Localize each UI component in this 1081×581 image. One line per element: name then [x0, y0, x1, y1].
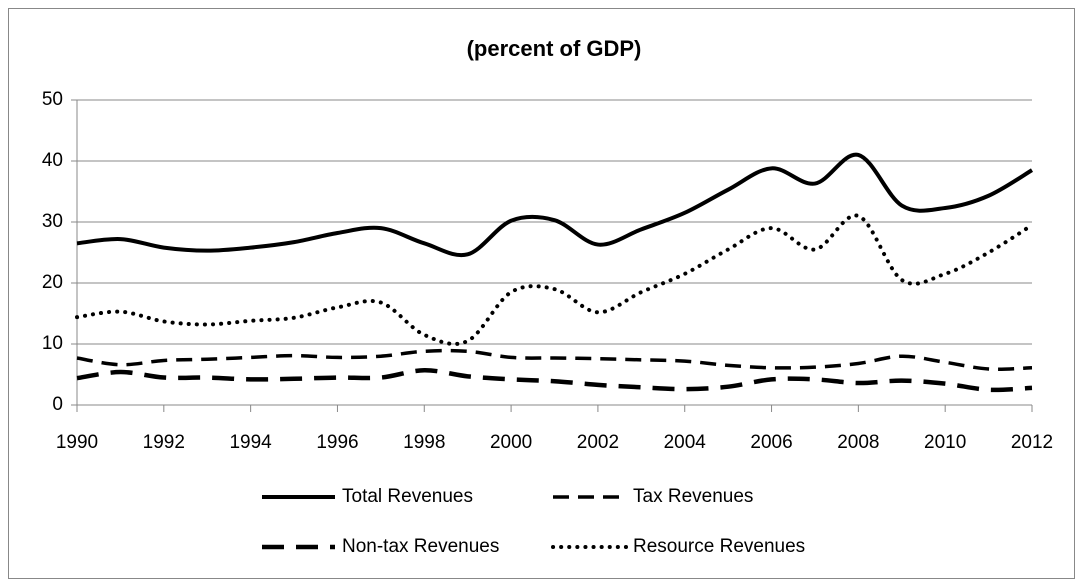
- legend-label: Resource Revenues: [633, 536, 805, 557]
- series-line: [76, 367, 1033, 393]
- y-tick-label: 40: [42, 150, 63, 171]
- x-tick-label: 2008: [837, 432, 879, 453]
- chart-border: [8, 8, 1075, 579]
- y-tick-label: 50: [42, 89, 63, 110]
- x-tick-label: 2004: [664, 432, 707, 453]
- series-line: [75, 213, 1034, 346]
- chart-title: (percent of GDP): [467, 36, 642, 61]
- x-tick-label: 1998: [403, 432, 445, 453]
- legend-label: Tax Revenues: [633, 486, 753, 507]
- legend-label: Total Revenues: [342, 486, 473, 507]
- x-tick-label: 1996: [316, 432, 358, 453]
- x-tick-label: 2002: [577, 432, 619, 453]
- x-tick-label: 2006: [750, 432, 792, 453]
- x-tick-label: 1990: [56, 432, 98, 453]
- legend-label: Non-tax Revenues: [342, 536, 499, 557]
- series-line: [76, 152, 1034, 258]
- y-tick-label: 0: [52, 394, 63, 415]
- y-tick-label: 10: [42, 333, 63, 354]
- x-tick-label: 1992: [143, 432, 185, 453]
- x-tick-label: 2000: [490, 432, 532, 453]
- series-line: [76, 348, 1033, 371]
- y-tick-label: 20: [42, 272, 63, 293]
- x-tick-label: 2010: [924, 432, 966, 453]
- y-tick-label: 30: [42, 211, 63, 232]
- x-tick-label: 2012: [1011, 432, 1053, 453]
- x-tick-label: 1994: [229, 432, 272, 453]
